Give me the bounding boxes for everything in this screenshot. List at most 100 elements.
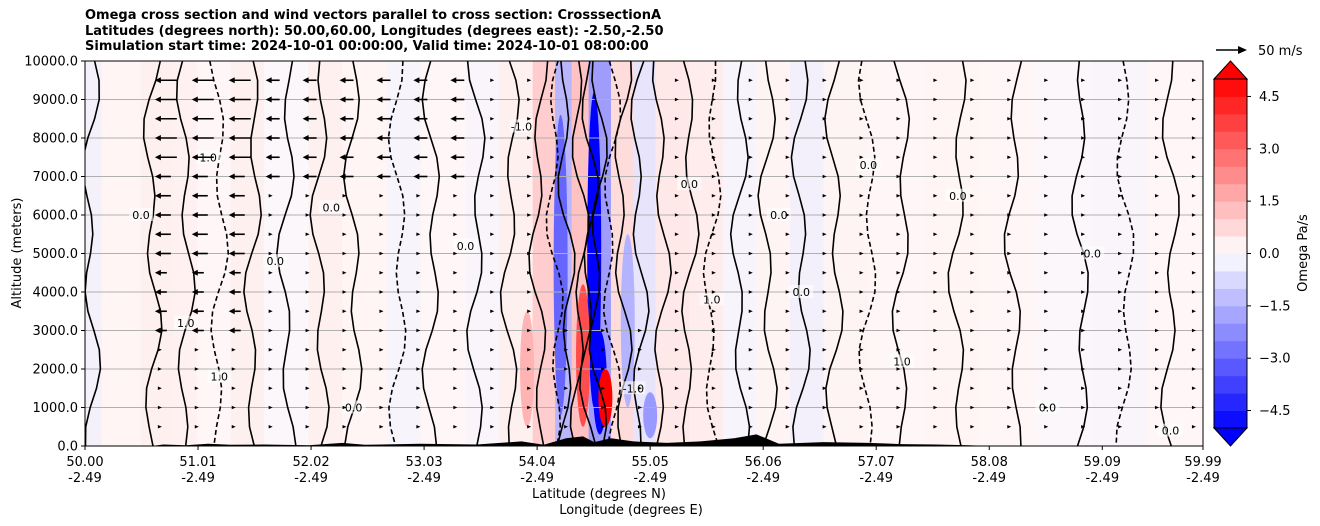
wind-vector-head xyxy=(191,154,198,161)
wind-vector-head xyxy=(711,251,716,256)
contour-line xyxy=(243,61,263,446)
colorbar-segment xyxy=(1214,166,1247,185)
contour-line xyxy=(85,61,102,446)
contour-label: 0.0 xyxy=(1162,425,1180,438)
wind-vector-head xyxy=(859,213,864,217)
wind-vector-head xyxy=(1191,232,1196,237)
wind-vector-head xyxy=(342,213,347,217)
wind-vector-head xyxy=(1154,251,1159,256)
wind-vector-head xyxy=(564,424,569,429)
x-tick-label-lat: 56.06 xyxy=(745,455,782,470)
contour-label: -1.0 xyxy=(623,382,644,395)
wind-vector-head xyxy=(268,367,273,371)
wind-vector-head xyxy=(453,290,458,294)
colorbar-tick-label: 0.0 xyxy=(1259,247,1280,262)
wind-vector-head xyxy=(194,405,199,410)
wind-vector-head xyxy=(379,213,384,217)
wind-vector-head xyxy=(1007,309,1012,314)
wind-vector-head xyxy=(231,347,236,352)
y-tick-label: 3000.0 xyxy=(33,324,79,339)
wind-vector-head xyxy=(453,328,458,333)
wind-vector-head xyxy=(896,386,901,391)
wind-vector-head xyxy=(1118,328,1123,333)
wind-vector-head xyxy=(711,309,716,314)
wind-vector-head xyxy=(748,290,753,294)
wind-vector-head xyxy=(785,136,790,140)
wind-vector-head xyxy=(785,290,790,294)
wind-vector-head xyxy=(154,173,161,180)
wind-vector-head xyxy=(711,386,716,391)
x-tick-label-lon: -2.49 xyxy=(972,471,1006,486)
wind-vector-head xyxy=(933,290,938,294)
wind-vector-head xyxy=(970,136,975,140)
wind-vector-head xyxy=(970,174,975,179)
y-axis-label: Altitude (meters) xyxy=(10,198,25,309)
wind-vector-head xyxy=(416,193,421,198)
wind-vector-head xyxy=(191,173,198,180)
wind-vector-head xyxy=(379,405,384,410)
wind-vector-head xyxy=(674,232,679,237)
wind-vector-head xyxy=(154,192,161,199)
wind-vector-head xyxy=(711,78,716,83)
wind-vector-head xyxy=(413,96,420,103)
wind-vector-head xyxy=(191,192,198,199)
wind-vector-head xyxy=(1191,251,1196,256)
wind-vector-head xyxy=(1081,193,1086,198)
wind-vector-head xyxy=(748,232,753,237)
wind-vector-head xyxy=(416,386,421,391)
wind-vector-head xyxy=(1191,174,1196,179)
wind-vector-head xyxy=(859,193,864,198)
x-tick-label-lon: -2.49 xyxy=(746,471,780,486)
wind-vector-head xyxy=(637,386,642,391)
wind-vector-head xyxy=(191,250,198,257)
wind-vector-head xyxy=(268,309,273,314)
wind-vector-head xyxy=(637,367,642,371)
wind-vector-head xyxy=(1118,193,1123,198)
wind-vector-head xyxy=(450,96,457,103)
wind-vector-head xyxy=(527,213,532,217)
x-tick-label-lat: 59.09 xyxy=(1084,455,1121,470)
wind-vector-head xyxy=(379,251,384,256)
contour-line xyxy=(276,61,297,446)
wind-vector-head xyxy=(1154,424,1159,429)
wind-vector-head xyxy=(933,78,938,83)
contour-label: -1.0 xyxy=(511,120,532,133)
contour-label: 0.0 xyxy=(322,201,340,214)
colorbar-segment xyxy=(1214,410,1247,429)
wind-vector-head xyxy=(1044,155,1049,160)
wind-vector-head xyxy=(785,309,790,314)
wind-vector-head xyxy=(859,251,864,256)
contour-line xyxy=(757,61,778,446)
contour-line xyxy=(702,61,722,446)
wind-vector-head xyxy=(1044,328,1049,333)
wind-vector-head xyxy=(1007,174,1012,179)
wind-vector-head xyxy=(342,424,347,429)
wind-vector-head xyxy=(379,232,384,237)
wind-vector-head xyxy=(268,251,273,256)
contour-label-bg xyxy=(1158,423,1183,437)
wind-vector-head xyxy=(822,290,827,294)
y-tick-label: 10000.0 xyxy=(24,55,78,70)
wind-vector-head xyxy=(711,174,716,179)
wind-vector-head xyxy=(711,213,716,217)
wind-vector-head xyxy=(1118,251,1123,256)
wind-vector-head xyxy=(1044,116,1049,121)
wind-vector-head xyxy=(268,290,273,294)
colorbar-segment xyxy=(1214,201,1247,220)
wind-vector-head xyxy=(1007,78,1012,83)
wind-vector-head xyxy=(1081,155,1086,160)
x-tick-label-lat: 52.02 xyxy=(292,455,329,470)
wind-vector-head xyxy=(748,213,753,217)
contour-label: 1.0 xyxy=(177,317,195,330)
wind-vector-head xyxy=(859,232,864,237)
wind-vector-head xyxy=(822,174,827,179)
wind-vector-head xyxy=(1007,97,1012,102)
contour-line xyxy=(1160,61,1180,446)
wind-vector-head xyxy=(1081,174,1086,179)
wind-vector-head xyxy=(154,327,161,334)
wind-vector-head xyxy=(822,386,827,391)
wind-vector-head xyxy=(674,386,679,391)
wind-vector-head xyxy=(896,155,901,160)
contour-line xyxy=(790,61,811,446)
wind-vector-head xyxy=(859,328,864,333)
